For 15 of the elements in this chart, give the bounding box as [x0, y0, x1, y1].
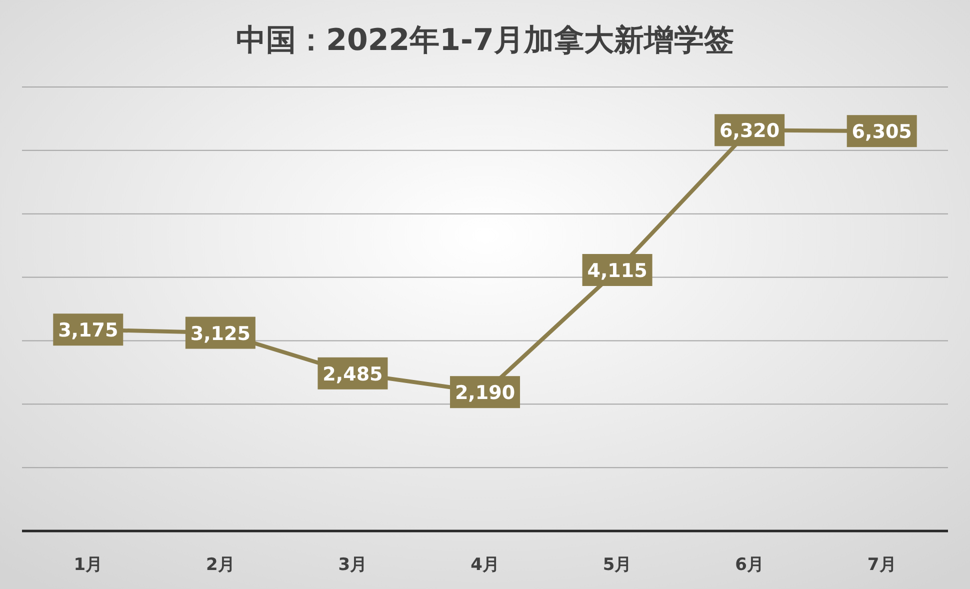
- x-tick-label: 4月: [470, 555, 500, 575]
- x-tick-label: 3月: [338, 555, 368, 575]
- chart-title: 中国：2022年1-7月加拿大新增学签: [236, 23, 734, 58]
- data-label: 6,305: [852, 121, 912, 144]
- x-tick-label: 6月: [735, 555, 764, 575]
- data-label: 2,190: [454, 382, 516, 404]
- data-label: 6,320: [720, 120, 780, 142]
- x-tick-label: 1月: [74, 555, 103, 575]
- x-tick-label: 5月: [602, 555, 632, 575]
- data-label: 3,175: [58, 320, 118, 342]
- x-tick-label: 7月: [867, 555, 896, 575]
- x-tick-label: 2月: [206, 555, 235, 575]
- data-label: 4,115: [587, 260, 648, 282]
- data-label: 3,125: [190, 322, 250, 345]
- data-label: 2,485: [322, 363, 383, 386]
